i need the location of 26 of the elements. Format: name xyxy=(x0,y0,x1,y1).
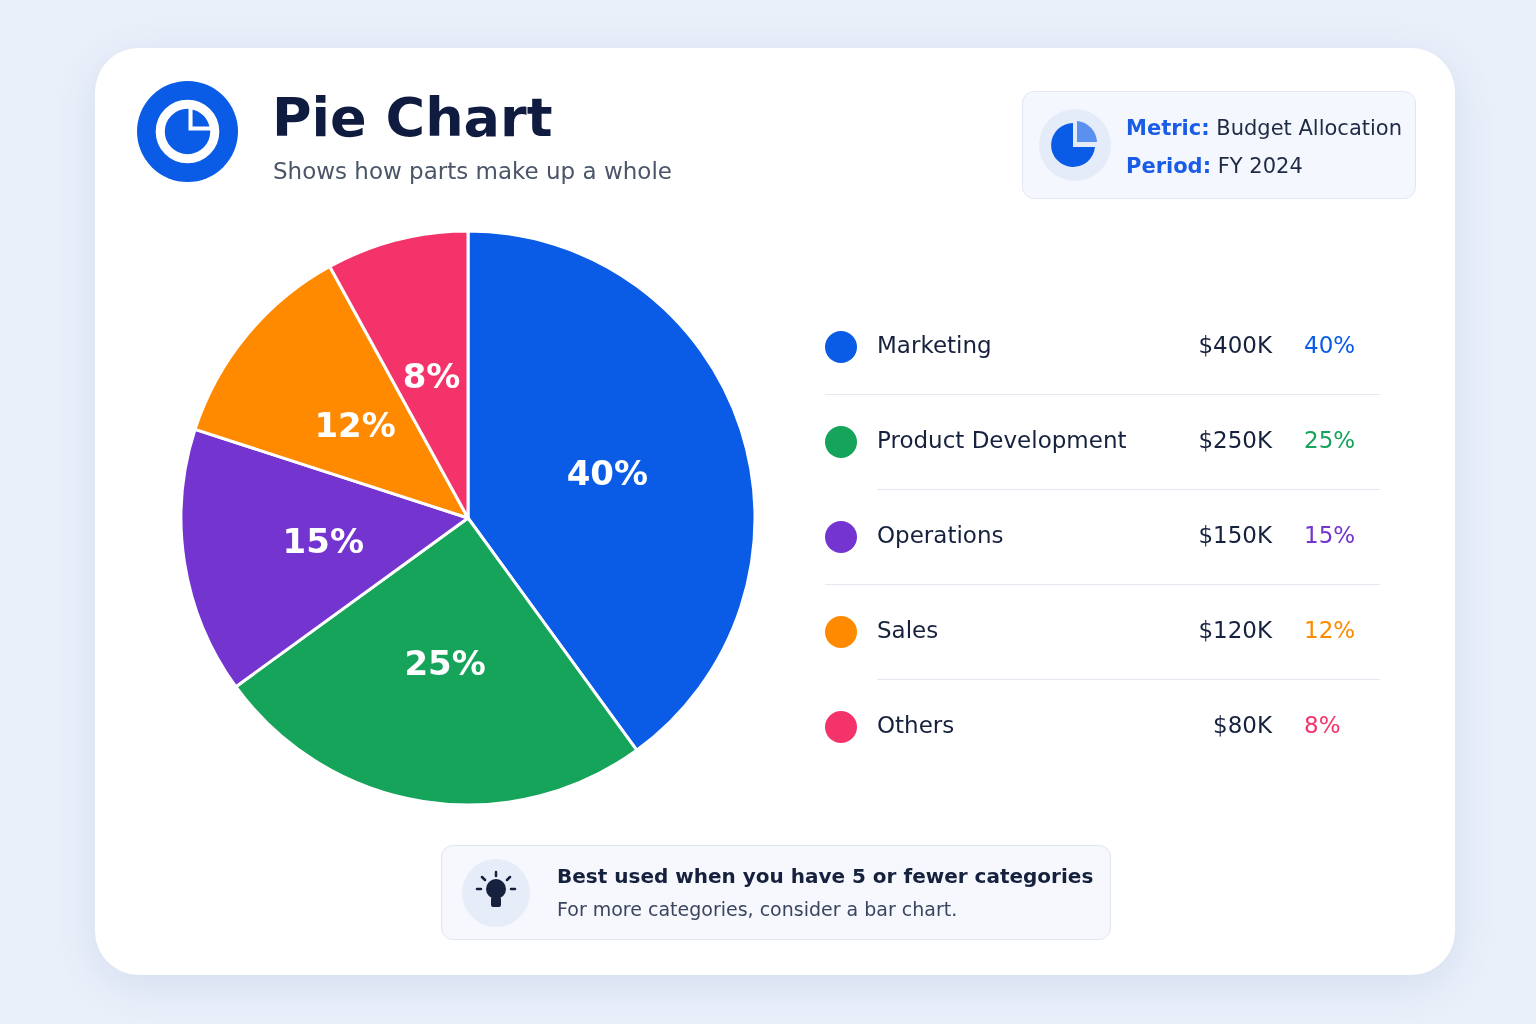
legend-label: Operations xyxy=(877,522,1004,548)
text: For more categories, consider a bar chart. xyxy=(557,898,958,920)
data-label: 40% xyxy=(566,452,649,493)
legend-label: Others xyxy=(877,712,955,738)
data-label: 8% xyxy=(402,356,461,397)
text: Best used when you have 5 or fewer categories xyxy=(557,864,1094,888)
legend-label: Marketing xyxy=(877,332,992,358)
text: 12% xyxy=(1304,617,1356,643)
text: 40% xyxy=(1304,332,1356,358)
data-label: 15% xyxy=(282,520,364,561)
text: $120K xyxy=(1198,617,1272,643)
text: 25% xyxy=(1304,427,1356,453)
chart-title: Pie Chart xyxy=(272,86,553,149)
text: 8% xyxy=(1304,712,1341,738)
text: 15% xyxy=(1304,522,1356,548)
text: $400K xyxy=(1198,332,1272,358)
legend-label: Sales xyxy=(877,617,939,643)
text: Period: FY 2024 xyxy=(1126,154,1303,178)
chart-subtitle: Shows how parts make up a whole xyxy=(273,158,672,184)
text: Metric: Budget Allocation xyxy=(1126,116,1402,140)
text: $250K xyxy=(1198,427,1272,453)
data-label: 12% xyxy=(314,404,396,445)
text: $80K xyxy=(1213,712,1272,738)
data-label: 25% xyxy=(404,642,486,683)
text: $150K xyxy=(1198,522,1272,548)
legend-label: Product Development xyxy=(877,427,1127,453)
